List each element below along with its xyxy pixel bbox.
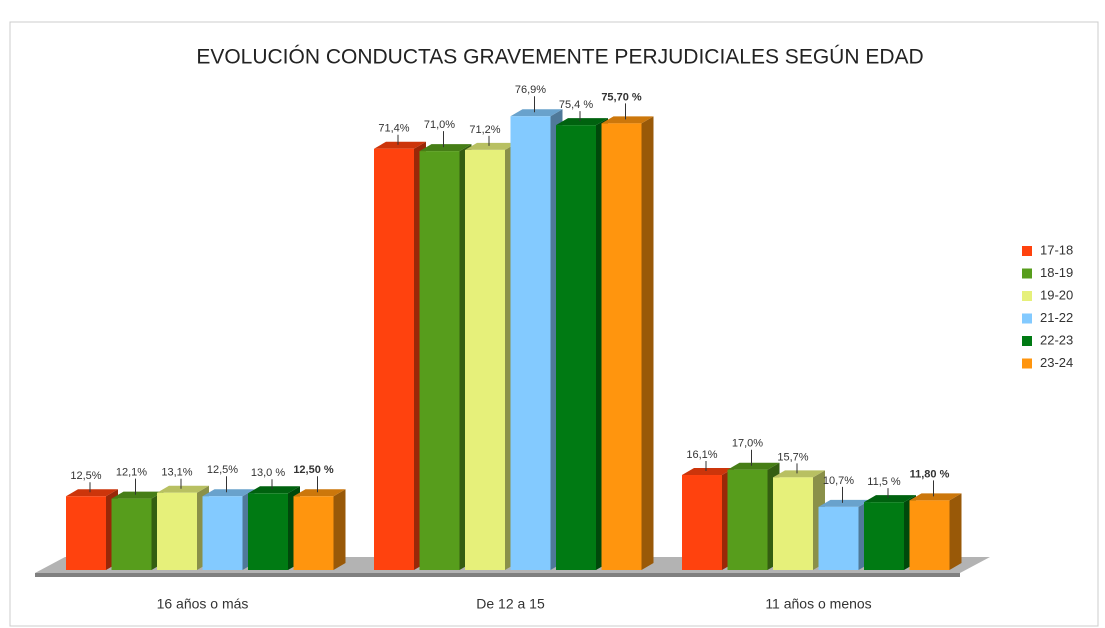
legend-label: 21-22 <box>1040 310 1073 325</box>
bar <box>293 496 334 570</box>
legend-label: 18-19 <box>1040 265 1073 280</box>
bar-top <box>773 470 825 478</box>
legend-swatch <box>1022 268 1032 279</box>
bar-side <box>333 489 346 570</box>
bar-top <box>248 486 300 494</box>
bar <box>909 500 950 570</box>
data-label: 17,0% <box>732 438 763 450</box>
bar <box>727 469 768 570</box>
legend-label: 22-23 <box>1040 332 1073 347</box>
bar-top <box>909 493 962 501</box>
legend-label: 23-24 <box>1040 355 1073 370</box>
legend-swatch <box>1022 358 1032 369</box>
bar <box>601 123 642 571</box>
x-tick-label: 11 años o menos <box>765 596 871 612</box>
bar-top <box>374 141 426 149</box>
bar-top <box>66 489 118 497</box>
data-label: 76,9% <box>515 84 546 96</box>
legend-swatch <box>1022 313 1032 324</box>
bar <box>157 492 197 570</box>
bar-top <box>293 489 346 497</box>
data-label: 12,50 % <box>293 464 334 476</box>
bar <box>111 498 152 570</box>
data-label: 13,0 % <box>251 467 285 479</box>
bar-top <box>556 118 608 126</box>
x-tick-label: 16 años o más <box>157 596 249 612</box>
legend-swatch <box>1022 246 1032 256</box>
bar-top <box>202 489 255 497</box>
legend-swatch <box>1022 336 1032 346</box>
bar-top <box>818 499 871 507</box>
legend-label: 19-20 <box>1040 287 1073 302</box>
data-label: 71,0% <box>424 119 455 131</box>
bar <box>374 148 414 571</box>
bar-top <box>111 491 164 499</box>
bar <box>773 477 813 570</box>
data-label: 75,4 % <box>559 99 593 111</box>
bar-side <box>949 493 962 570</box>
bar-side <box>641 116 654 571</box>
data-label: 71,4% <box>378 123 409 135</box>
bar-top <box>864 495 916 503</box>
legend-label: 17-18 <box>1040 242 1073 257</box>
bar-top <box>465 142 517 150</box>
data-label: 16,1% <box>686 449 717 461</box>
data-label: 75,70 % <box>601 91 642 103</box>
bar <box>419 151 460 570</box>
bar-top <box>601 116 654 124</box>
bar <box>248 493 288 570</box>
data-label: 10,7% <box>823 475 854 487</box>
x-tick-label: De 12 a 15 <box>476 596 545 612</box>
bar <box>864 502 904 570</box>
bar-top <box>419 144 472 152</box>
data-label: 11,80 % <box>910 468 950 480</box>
bar <box>556 125 596 570</box>
legend-swatch <box>1022 291 1032 301</box>
data-label: 12,5% <box>70 470 101 482</box>
bar-top <box>682 468 734 476</box>
data-label: 12,1% <box>116 467 147 479</box>
bar <box>818 506 859 570</box>
data-label: 11,5 % <box>867 476 901 488</box>
bar <box>510 116 551 570</box>
data-label: 15,7% <box>777 451 808 463</box>
data-label: 13,1% <box>161 467 192 479</box>
data-label: 71,2% <box>469 124 500 136</box>
bar <box>202 496 243 570</box>
bar <box>66 496 106 570</box>
floor-edge <box>35 573 960 577</box>
chart-title: EVOLUCIÓN CONDUCTAS GRAVEMENTE PERJUDICI… <box>196 46 923 69</box>
bar <box>682 475 722 570</box>
bar-top <box>727 462 780 470</box>
data-label: 12,5% <box>207 464 238 476</box>
bar <box>465 149 505 571</box>
bar-top <box>510 109 563 117</box>
bar-top <box>157 485 209 493</box>
